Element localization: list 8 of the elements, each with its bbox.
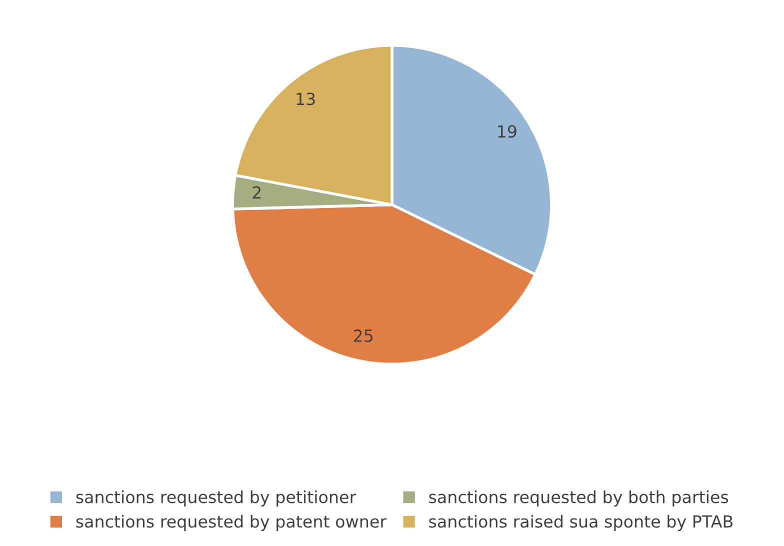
legend-label: sanctions requested by both parties (429, 490, 728, 507)
data-label: 19 (498, 125, 516, 138)
data-label: 13 (296, 92, 315, 106)
legend-label: sanctions requested by patent owner (76, 514, 387, 531)
legend-label: sanctions raised sua sponte by PTAB (429, 514, 732, 531)
data-label: 2 (252, 186, 261, 199)
legend-label: sanctions requested by petitioner (76, 490, 356, 507)
data-label: 25 (354, 329, 372, 342)
